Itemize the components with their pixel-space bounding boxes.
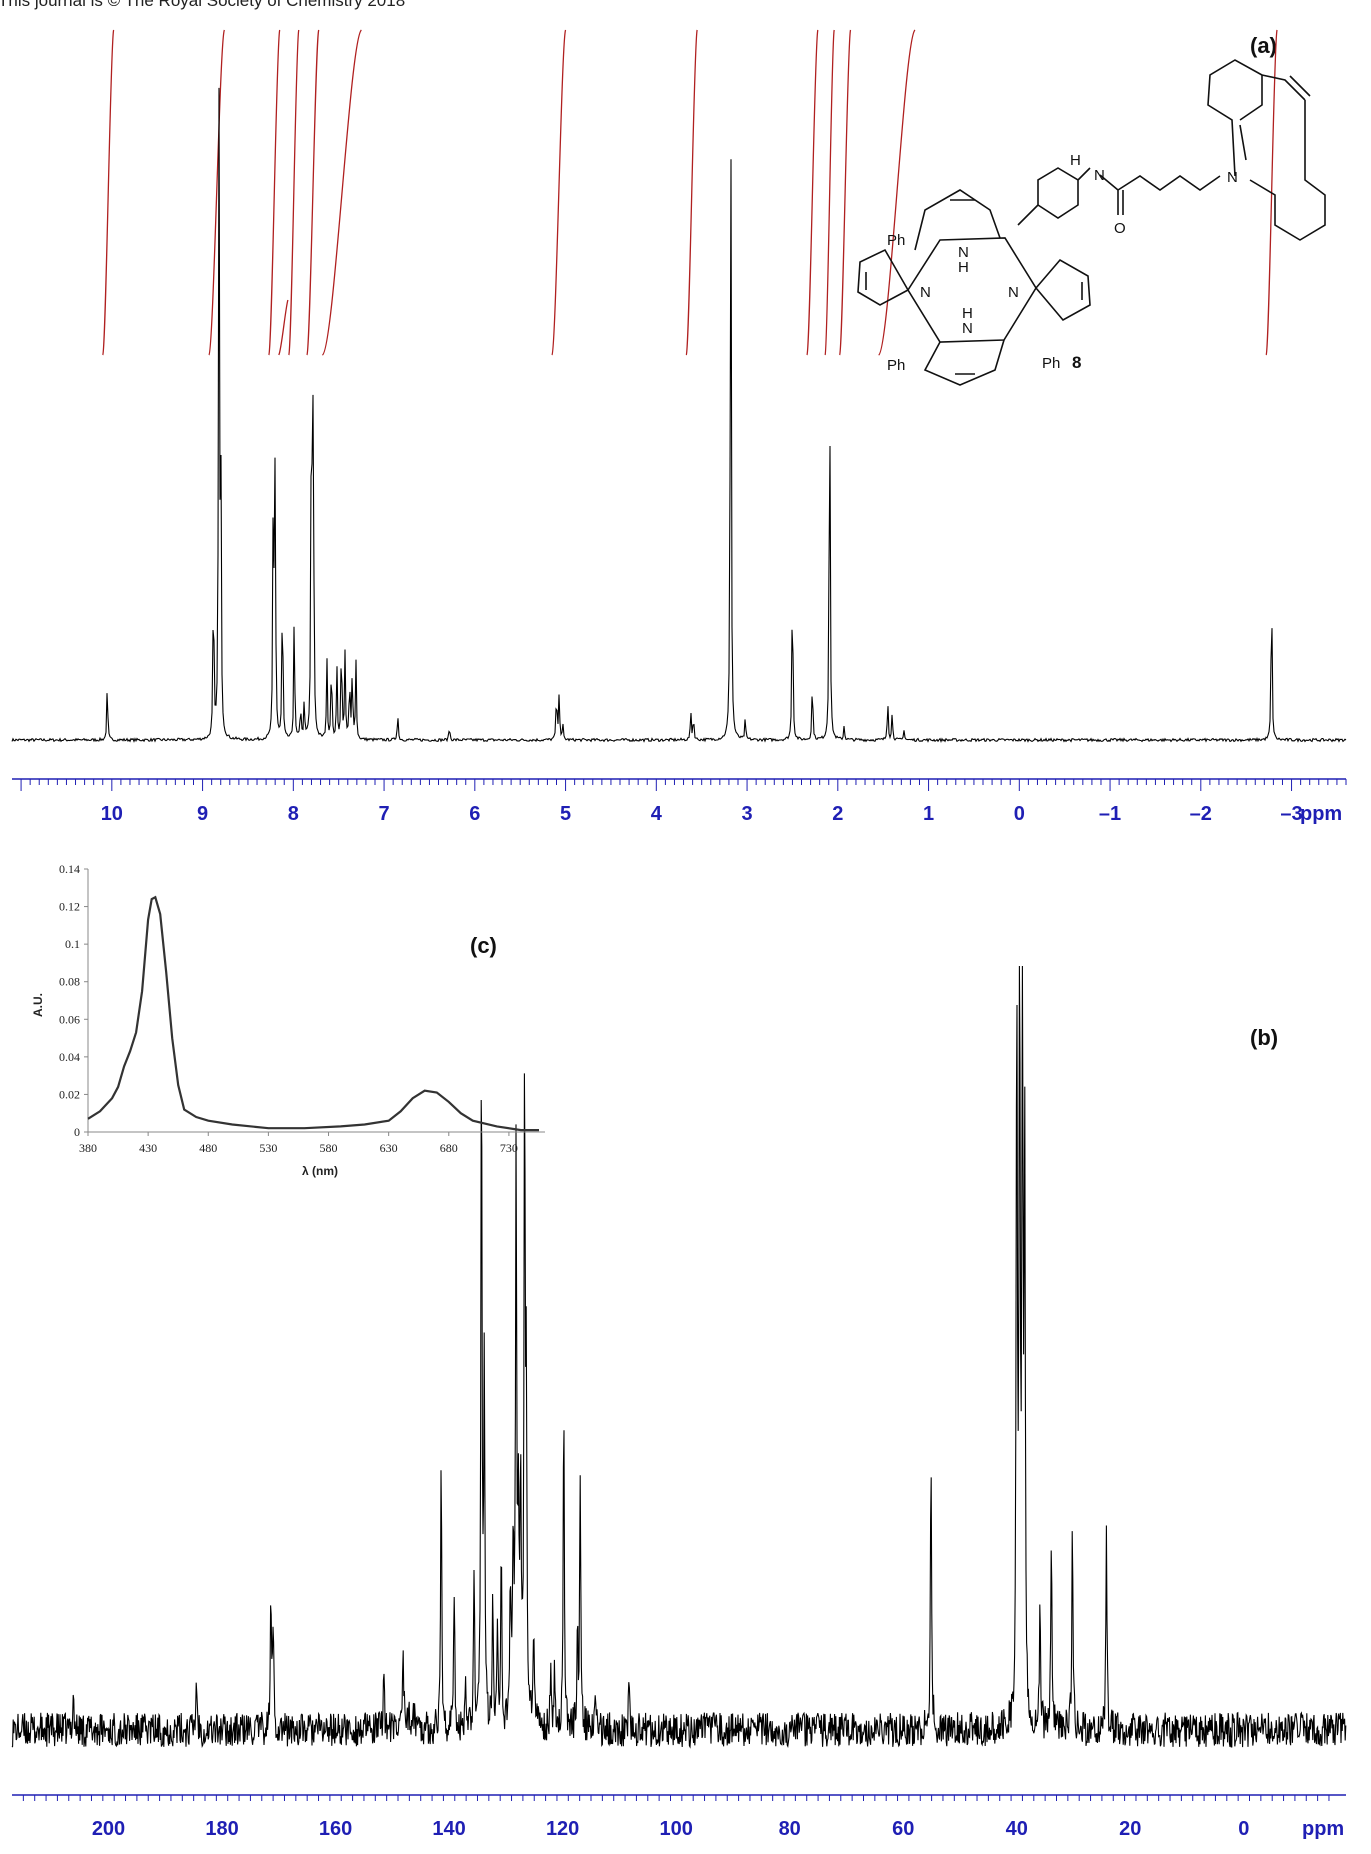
label-n-right: N bbox=[1008, 284, 1019, 301]
uv-x-label: λ (nm) bbox=[302, 1164, 338, 1178]
uv-y-tick-label: 0.14 bbox=[59, 862, 80, 876]
integral-curve bbox=[306, 29, 320, 356]
proton-tick-label: 10 bbox=[101, 803, 123, 825]
integral-curve bbox=[102, 29, 115, 356]
compound-number: 8 bbox=[1072, 353, 1081, 372]
proton-tick-label: –1 bbox=[1099, 803, 1121, 825]
integral-curve bbox=[278, 299, 289, 356]
uv-x-tick-label: 380 bbox=[79, 1141, 97, 1155]
integral-curve bbox=[838, 29, 852, 356]
carbon-tick-label: 160 bbox=[319, 1818, 352, 1840]
proton-tick-label: 0 bbox=[1014, 803, 1025, 825]
uv-axis-ticks: 0 0.02 0.04 0.06 0.08 0.1 0.12 0.14 380 430 480 530… bbox=[59, 862, 518, 1155]
label-amide-o: O bbox=[1114, 220, 1126, 237]
uv-y-tick-label: 0.08 bbox=[59, 975, 80, 989]
carbon-tick-label: 180 bbox=[205, 1818, 238, 1840]
proton-integral-traces bbox=[102, 29, 1278, 356]
integral-curve bbox=[878, 29, 916, 356]
header-text: This journal is © The Royal Society of C… bbox=[0, 0, 405, 10]
carbon-tick-label: 0 bbox=[1238, 1818, 1249, 1840]
label-h-bottom: H bbox=[962, 305, 973, 322]
carbon-tick-label: 200 bbox=[92, 1818, 125, 1840]
panel-label-c: (c) bbox=[470, 933, 497, 958]
carbon-axis-ticks: 200 180 160 140 120 100 80 60 40 20 0 bbox=[22, 1795, 1330, 1840]
label-h-top: H bbox=[958, 259, 969, 276]
integral-curve bbox=[208, 29, 225, 356]
uv-y-tick-label: 0.12 bbox=[59, 900, 80, 914]
integral-curve bbox=[1265, 29, 1278, 356]
proton-tick-label: –2 bbox=[1190, 803, 1212, 825]
carbon-nmr-panel: (b) 200 180 160 140 120 100 80 60 40 20 0 ppm bbox=[11, 965, 1347, 1840]
carbon-tick-label: 100 bbox=[659, 1818, 692, 1840]
proton-unit-label: ppm bbox=[1300, 803, 1342, 825]
cyclooctyne-bridge bbox=[1239, 124, 1247, 161]
amide-chain bbox=[1099, 174, 1221, 215]
proton-tick-label: 6 bbox=[469, 803, 480, 825]
label-ph-bottom-right: Ph bbox=[1042, 355, 1060, 372]
proton-axis-ticks: 10 9 8 7 6 5 4 3 2 1 0 –1 –2 –3 bbox=[20, 779, 1347, 825]
label-n-left: N bbox=[920, 284, 931, 301]
carbon-spectrum-trace bbox=[11, 965, 1347, 1749]
label-ph-bottom-left: Ph bbox=[887, 357, 905, 374]
proton-tick-label: –3 bbox=[1280, 803, 1302, 825]
carbon-tick-label: 140 bbox=[432, 1818, 465, 1840]
label-amide-h: H bbox=[1070, 152, 1081, 169]
proton-tick-label: 4 bbox=[651, 803, 663, 825]
proton-nmr-panel: (a) 10 9 8 7 6 5 4 3 2 1 0 –1 –2 –3 ppm bbox=[11, 29, 1347, 825]
integral-curve bbox=[551, 29, 567, 356]
proton-tick-label: 1 bbox=[923, 803, 934, 825]
carbon-tick-label: 120 bbox=[546, 1818, 579, 1840]
label-n-top: N bbox=[958, 244, 969, 261]
integral-curve bbox=[685, 29, 698, 356]
integral-curve bbox=[824, 29, 835, 356]
panel-label-b: (b) bbox=[1250, 1025, 1278, 1050]
uv-y-label: A.U. bbox=[31, 993, 45, 1017]
proton-tick-label: 5 bbox=[560, 803, 571, 825]
carbon-tick-label: 40 bbox=[1006, 1818, 1028, 1840]
label-n-bottom: N bbox=[962, 320, 973, 337]
uv-x-tick-label: 730 bbox=[500, 1141, 518, 1155]
porphyrin-inner-pyrrole bbox=[865, 199, 1083, 375]
carbon-tick-label: 20 bbox=[1119, 1818, 1141, 1840]
label-ph-top: Ph bbox=[887, 232, 905, 249]
proton-tick-label: 7 bbox=[379, 803, 390, 825]
uv-x-tick-label: 630 bbox=[380, 1141, 398, 1155]
integral-curve bbox=[288, 29, 300, 356]
panel-label-a: (a) bbox=[1250, 33, 1277, 58]
uv-y-tick-label: 0.06 bbox=[59, 1012, 80, 1026]
uv-x-tick-label: 530 bbox=[259, 1141, 277, 1155]
proton-tick-label: 2 bbox=[832, 803, 843, 825]
label-amide-n: N bbox=[1094, 167, 1105, 184]
carbon-tick-label: 80 bbox=[779, 1818, 801, 1840]
carbon-unit-label: ppm bbox=[1302, 1818, 1344, 1840]
uv-y-tick-label: 0.1 bbox=[65, 937, 80, 951]
uv-x-tick-label: 480 bbox=[199, 1141, 217, 1155]
integral-curve bbox=[268, 29, 281, 356]
integral-curve bbox=[321, 29, 362, 356]
uv-vis-inset: (c) 0 0.02 0.04 0.06 0.08 0.1 0.12 0.14 380 430 48… bbox=[31, 862, 545, 1178]
uv-y-tick-label: 0.04 bbox=[59, 1050, 80, 1064]
proton-tick-label: 8 bbox=[288, 803, 299, 825]
uv-y-tick-label: 0.02 bbox=[59, 1087, 80, 1101]
uv-x-tick-label: 580 bbox=[320, 1141, 338, 1155]
structure-diagram: Ph Ph Ph N N H N H N H N O N 8 bbox=[857, 59, 1326, 386]
dibenzocyclooctyne bbox=[1207, 59, 1326, 241]
integral-curve bbox=[806, 29, 819, 356]
uv-y-tick-label: 0 bbox=[74, 1125, 80, 1139]
proton-spectrum-trace bbox=[11, 87, 1347, 743]
porphyrin-outer bbox=[857, 189, 1091, 386]
aminophenyl-ring bbox=[1017, 167, 1091, 226]
proton-tick-label: 3 bbox=[741, 803, 752, 825]
proton-tick-label: 9 bbox=[197, 803, 208, 825]
uv-x-tick-label: 680 bbox=[440, 1141, 458, 1155]
uv-absorbance-curve bbox=[87, 895, 539, 1132]
carbon-tick-label: 60 bbox=[892, 1818, 914, 1840]
label-ring-n: N bbox=[1227, 169, 1238, 186]
structure-labels: Ph Ph Ph N N H N H N H N O N 8 bbox=[887, 152, 1238, 374]
uv-x-tick-label: 430 bbox=[139, 1141, 157, 1155]
